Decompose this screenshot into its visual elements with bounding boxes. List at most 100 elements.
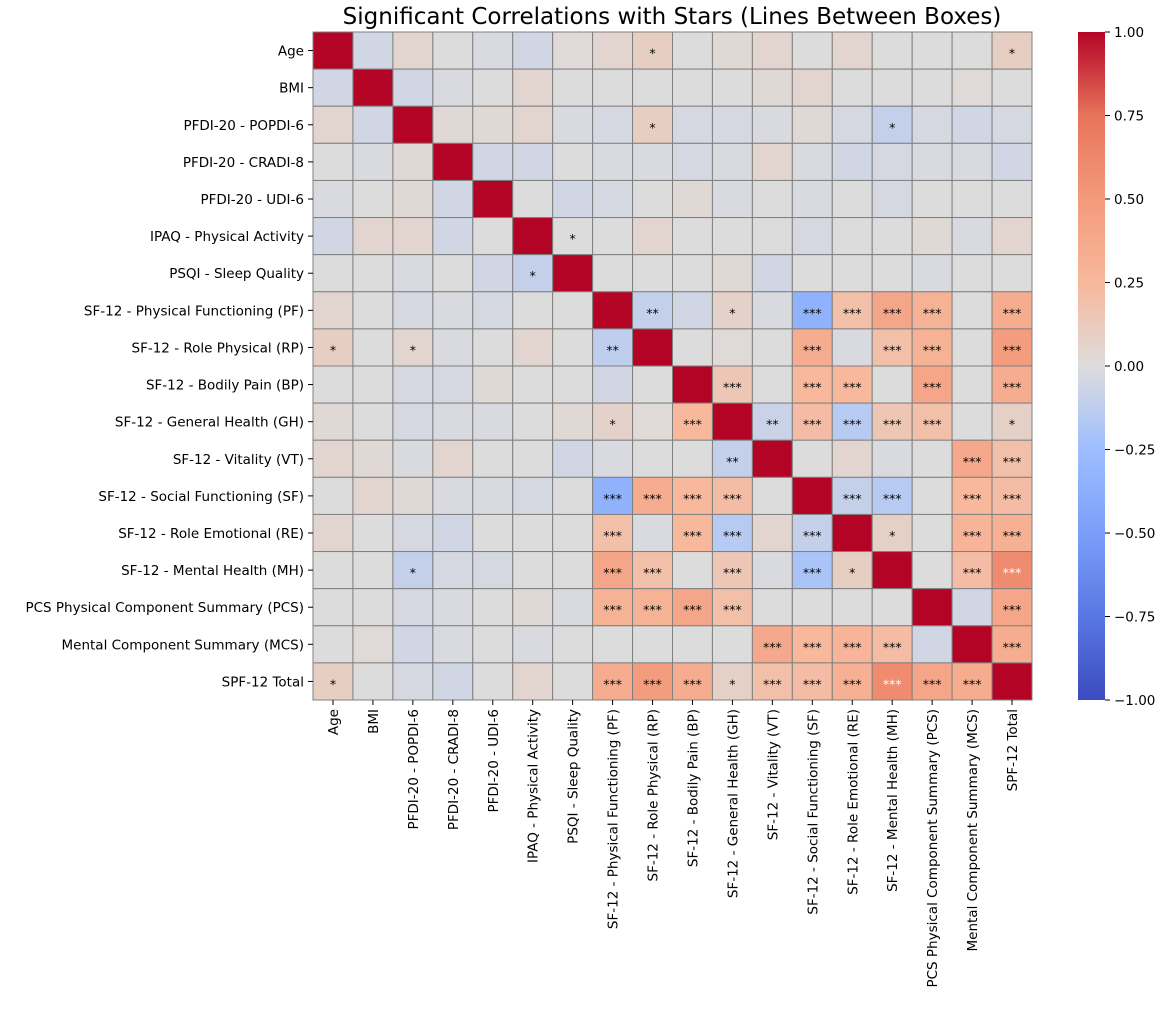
x-tick-label: Age — [326, 709, 342, 735]
heatmap-cell — [632, 402, 673, 441]
x-tick-label: SF-12 - Role Emotional (RE) — [845, 709, 861, 895]
significance-star-label: *** — [803, 639, 822, 654]
heatmap-cell — [672, 402, 713, 441]
heatmap-cell — [552, 328, 594, 367]
x-tick-label: PCS Physical Component Summary (PCS) — [925, 709, 941, 988]
heatmap-cell — [991, 179, 1033, 219]
heatmap-cell — [791, 328, 833, 367]
heatmap-cell — [392, 588, 434, 627]
significance-star-label: * — [729, 676, 735, 691]
heatmap-cell — [831, 105, 873, 144]
significance-star-label: *** — [1003, 639, 1022, 654]
significance-star-label: * — [649, 46, 655, 61]
x-tick-label: PFDI-20 - POPDI-6 — [406, 709, 422, 830]
heatmap-cell — [991, 217, 1033, 256]
heatmap-cell — [352, 551, 394, 590]
heatmap-cell — [392, 68, 434, 107]
significance-star-label: * — [609, 417, 615, 432]
heatmap-cell — [911, 588, 953, 627]
significance-star-label: *** — [883, 639, 902, 654]
heatmap-cell — [472, 402, 514, 441]
heatmap-cell — [672, 513, 713, 553]
heatmap-cell — [711, 662, 753, 701]
significance-star-label: *** — [923, 417, 942, 432]
heatmap-cell — [871, 254, 913, 293]
heatmap-cell — [991, 625, 1033, 664]
heatmap-cell — [632, 31, 673, 70]
heatmap-cell — [432, 68, 474, 107]
heatmap-cell — [512, 142, 554, 181]
heatmap-cell — [831, 254, 873, 293]
heatmap-cell — [512, 476, 554, 515]
significance-star-label: *** — [803, 565, 822, 580]
heatmap-cell — [871, 179, 913, 219]
heatmap-cell — [552, 179, 594, 219]
x-tick-label: SPF-12 Total — [1005, 709, 1021, 791]
significance-star-label: *** — [603, 528, 622, 543]
colorbar-tick-label: 1.00 — [1114, 25, 1144, 41]
heatmap-cell — [991, 328, 1033, 367]
heatmap-cell — [352, 31, 394, 70]
significance-star-label: *** — [963, 676, 982, 691]
heatmap-cell — [392, 365, 434, 404]
heatmap-cell — [831, 662, 873, 701]
heatmap-cell — [432, 588, 474, 627]
heatmap-cell — [552, 588, 594, 627]
y-tick-label: SPF-12 Total — [222, 674, 304, 690]
heatmap-cell — [831, 439, 873, 478]
heatmap-cell — [711, 625, 753, 664]
heatmap-cell — [991, 142, 1033, 181]
heatmap-cell — [791, 31, 833, 70]
heatmap-cell — [592, 328, 634, 367]
heatmap-cell — [831, 142, 873, 181]
x-tick-label: SF-12 - Mental Health (MH) — [885, 709, 901, 892]
heatmap-cell — [831, 365, 873, 404]
significance-star-label: * — [1009, 46, 1015, 61]
x-tick-label: SF-12 - Bodily Pain (BP) — [685, 709, 701, 867]
heatmap-cell — [312, 588, 354, 627]
heatmap-cell — [751, 476, 793, 515]
colorbar-tick-label: −1.00 — [1114, 693, 1155, 709]
heatmap-cell — [871, 625, 913, 664]
colorbar-tick-label: −0.75 — [1114, 610, 1155, 626]
significance-star-label: *** — [803, 380, 822, 395]
significance-star-label: *** — [723, 491, 742, 506]
heatmap-cell — [791, 254, 833, 293]
significance-star-label: *** — [1003, 454, 1022, 469]
heatmap-cell — [592, 254, 634, 293]
significance-star-label: *** — [923, 342, 942, 357]
heatmap-cell — [392, 662, 434, 701]
heatmap-cell — [672, 291, 713, 330]
heatmap-cell — [472, 31, 514, 70]
heatmap-cell — [472, 551, 514, 590]
colorbar: 1.00 0.75 0.50 0.25 0.00 −0.25 −0.50 −0.75 −1.00 — [1078, 25, 1155, 709]
heatmap-cell — [711, 402, 753, 441]
heatmap-cell — [312, 179, 354, 219]
heatmap-cell — [672, 68, 713, 107]
heatmap-cell — [831, 328, 873, 367]
heatmap-cell — [312, 31, 354, 70]
heatmap-cell — [352, 254, 394, 293]
heatmap-cell — [711, 179, 753, 219]
heatmap-cell — [911, 625, 953, 664]
significance-star-label: *** — [643, 491, 662, 506]
heatmap-cell — [951, 513, 993, 553]
heatmap-cell — [512, 328, 554, 367]
heatmap-cell — [352, 402, 394, 441]
heatmap-cell — [472, 476, 514, 515]
heatmap-cell — [871, 365, 913, 404]
heatmap-cell — [751, 142, 793, 181]
heatmap-cell — [791, 625, 833, 664]
y-tick-label: SF-12 - Role Emotional (RE) — [118, 526, 304, 542]
significance-star-label: * — [330, 676, 336, 691]
heatmap-cell — [791, 142, 833, 181]
significance-star-label: *** — [1003, 491, 1022, 506]
x-tick-label: SF-12 - Physical Functioning (PF) — [606, 709, 622, 929]
heatmap-cell — [632, 365, 673, 404]
significance-star-label: ** — [766, 417, 779, 432]
significance-star-label: *** — [883, 342, 902, 357]
heatmap-cell — [592, 217, 634, 256]
heatmap-cell — [312, 625, 354, 664]
heatmap-cell — [552, 476, 594, 515]
significance-star-label: *** — [603, 676, 622, 691]
